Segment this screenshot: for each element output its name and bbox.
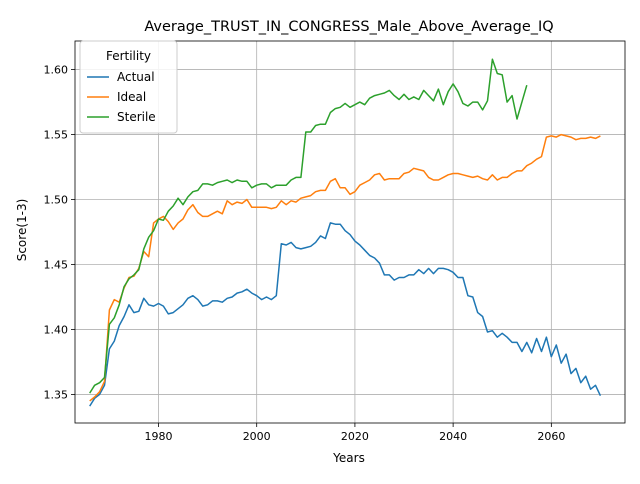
x-tick-label: 2000 bbox=[243, 430, 271, 443]
legend-label-sterile: Sterile bbox=[117, 110, 156, 124]
series-line-actual bbox=[89, 222, 602, 407]
x-tick-label: 2060 bbox=[537, 430, 565, 443]
legend-label-actual: Actual bbox=[117, 70, 155, 84]
series-line-ideal bbox=[89, 133, 601, 402]
legend-box bbox=[79, 40, 178, 134]
x-tick-label: 1980 bbox=[144, 430, 172, 443]
y-tick-label: 1.55 bbox=[44, 129, 69, 142]
legend-title: Fertility bbox=[106, 49, 151, 63]
y-tick-label: 1.40 bbox=[44, 323, 69, 336]
x-tick-label: 2020 bbox=[341, 430, 369, 443]
x-axis-label: Years bbox=[332, 451, 365, 465]
y-axis-label: Score(1-3) bbox=[15, 199, 29, 262]
legend: Fertility Actual Ideal Sterile bbox=[79, 40, 178, 134]
legend-label-ideal: Ideal bbox=[117, 90, 146, 104]
chart-title: Average_TRUST_IN_CONGRESS_Male_Above_Ave… bbox=[144, 19, 553, 35]
plot-frame bbox=[74, 40, 626, 424]
x-axis-ticks: 1980 2000 2020 2040 2060 bbox=[144, 423, 565, 443]
series-lines bbox=[89, 58, 602, 407]
x-tick-label: 2040 bbox=[439, 430, 467, 443]
y-tick-label: 1.35 bbox=[44, 388, 69, 401]
series-line-sterile bbox=[89, 58, 528, 394]
y-axis-ticks: 1.35 1.40 1.45 1.50 1.55 1.60 bbox=[44, 64, 75, 401]
y-tick-label: 1.50 bbox=[44, 194, 69, 207]
legend-items: Actual Ideal Sterile bbox=[87, 70, 156, 124]
y-tick-label: 1.45 bbox=[44, 258, 69, 271]
y-tick-label: 1.60 bbox=[44, 64, 69, 77]
